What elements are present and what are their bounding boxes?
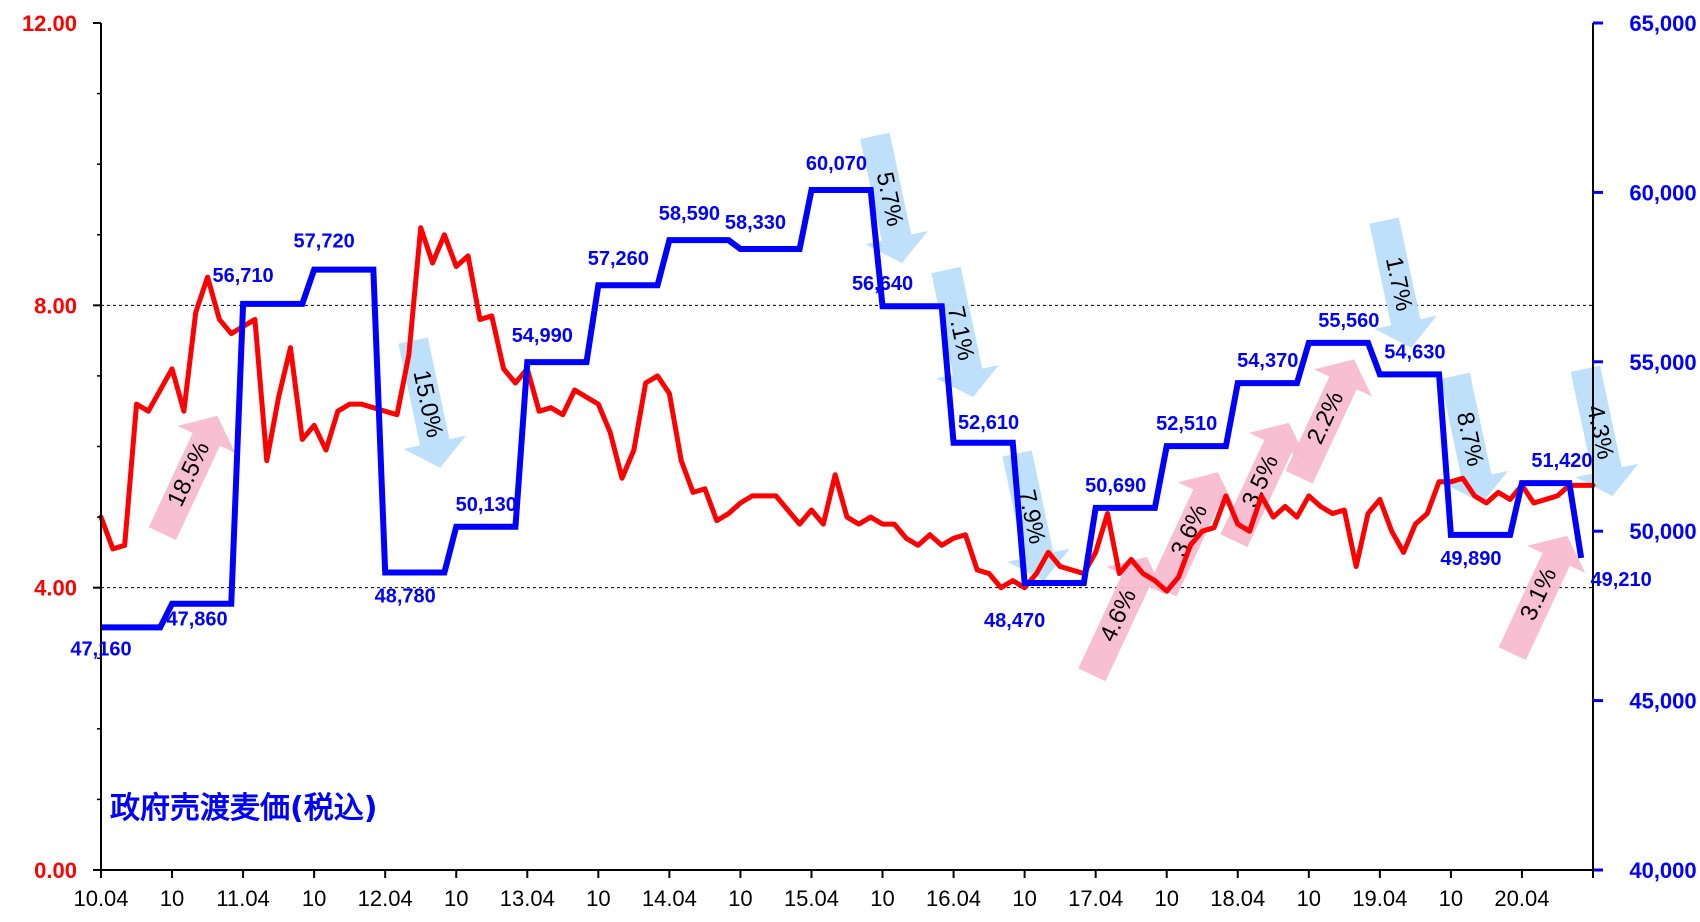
right-tick-label: 40,000 <box>1629 858 1696 883</box>
x-tick-label: 20.04 <box>1494 886 1549 911</box>
down-arrow-annotation: 15.0% <box>398 337 467 468</box>
x-tick-label: 17.04 <box>1068 886 1123 911</box>
arrow-shape <box>1440 372 1509 504</box>
arrow-shape <box>1078 556 1165 682</box>
percent-change-label: 8.7% <box>1451 410 1489 469</box>
x-tick-label: 10 <box>1012 886 1036 911</box>
x-tick-label: 15.04 <box>784 886 839 911</box>
blue-data-label: 47,160 <box>70 638 131 660</box>
gridlines <box>101 304 1593 589</box>
arrow-shape <box>1002 450 1070 581</box>
arrow-shape <box>1149 472 1236 597</box>
x-tick-label: 16.04 <box>926 886 981 911</box>
percent-change-label: 1.7% <box>1380 254 1418 313</box>
x-tick-label: 12.04 <box>358 886 413 911</box>
blue-data-label: 48,780 <box>375 586 436 608</box>
blue-data-label: 49,210 <box>1591 569 1652 591</box>
blue-data-label: 58,330 <box>725 212 786 234</box>
blue-data-label: 60,070 <box>806 153 867 175</box>
x-tick-label: 14.04 <box>642 886 697 911</box>
blue-data-label: 58,590 <box>659 203 720 225</box>
x-tick-label: 11.04 <box>216 886 269 911</box>
arrow-shape <box>1369 217 1438 348</box>
blue-data-label: 55,560 <box>1318 310 1379 332</box>
blue-data-label: 49,890 <box>1440 548 1501 570</box>
arrow-shape <box>398 337 467 468</box>
blue-data-label: 51,420 <box>1531 450 1592 472</box>
arrow-shape <box>931 266 999 398</box>
blue-series <box>101 187 1585 631</box>
right-tick-label: 55,000 <box>1629 350 1696 375</box>
up-arrow-annotation: 18.5% <box>148 415 236 540</box>
right-tick-label: 45,000 <box>1629 689 1696 714</box>
blue-data-label: 52,610 <box>958 412 1019 434</box>
down-arrow-annotation: 1.7% <box>1369 217 1438 348</box>
blue-data-label: 56,640 <box>852 273 913 295</box>
blue-data-label: 57,260 <box>588 248 649 270</box>
left-tick-label: 12.00 <box>22 11 77 36</box>
blue-data-label: 50,130 <box>456 494 517 516</box>
x-tick-label: 10 <box>160 886 184 911</box>
red-line <box>98 225 1596 594</box>
left-tick-label: 4.00 <box>34 576 77 601</box>
arrow-shape <box>1220 422 1307 548</box>
blue-data-label: 47,860 <box>166 609 227 631</box>
x-tick-label: 10 <box>1154 886 1178 911</box>
arrow-shape <box>1285 359 1373 484</box>
data-labels: 47,160 47,860 56,710 57,720 48,780 50,130 54,9… <box>70 153 1651 660</box>
x-tick-label: 13.04 <box>500 886 555 911</box>
blue-data-label: 54,990 <box>512 325 573 347</box>
x-tick-label: 10 <box>870 886 894 911</box>
x-tick-label: 10 <box>1297 886 1321 911</box>
arrow-shape <box>1498 535 1586 660</box>
blue-data-label: 57,720 <box>294 231 355 253</box>
right-tick-label: 50,000 <box>1629 519 1696 544</box>
down-arrow-annotation: 7.1% <box>931 266 999 398</box>
right-tick-label: 65,000 <box>1629 11 1696 36</box>
blue-data-label: 52,510 <box>1156 413 1217 435</box>
blue-data-label: 50,690 <box>1085 475 1146 497</box>
blue-data-label: 48,470 <box>984 610 1045 632</box>
x-tick-label: 19.04 <box>1352 886 1407 911</box>
arrow-shape <box>1570 365 1639 496</box>
x-tick-label: 10.04 <box>73 886 128 911</box>
x-tick-label: 10 <box>1439 886 1463 911</box>
x-tick-label: 10 <box>728 886 752 911</box>
x-tick-label: 10 <box>302 886 326 911</box>
blue-data-label: 54,630 <box>1384 341 1445 363</box>
arrow-shape <box>860 132 928 264</box>
x-tick-label: 10 <box>444 886 468 911</box>
legend-label: 政府売渡麦価(税込) <box>110 791 377 826</box>
change-arrows: 18.5%15.0%5.7%7.1%7.9%4.6%3.6%3.5%2.2%1.… <box>148 132 1639 682</box>
left-tick-label: 0.00 <box>34 858 77 883</box>
x-tick-label: 10 <box>586 886 610 911</box>
blue-data-label: 56,710 <box>213 265 274 287</box>
arrow-shape <box>148 415 236 540</box>
percent-change-label: 18.5% <box>162 438 215 511</box>
blue-data-label: 54,370 <box>1237 350 1298 372</box>
x-tick-label: 18.04 <box>1210 886 1265 911</box>
left-tick-label: 8.00 <box>34 293 77 318</box>
red-series <box>98 225 1596 594</box>
axes: 0.00 4.00 8.00 12.00 40,000 45,000 50,000 55,00… <box>22 11 1697 911</box>
blue-step-line <box>101 187 1585 631</box>
right-tick-label: 60,000 <box>1629 180 1696 205</box>
down-arrow-annotation: 5.7% <box>860 132 928 264</box>
